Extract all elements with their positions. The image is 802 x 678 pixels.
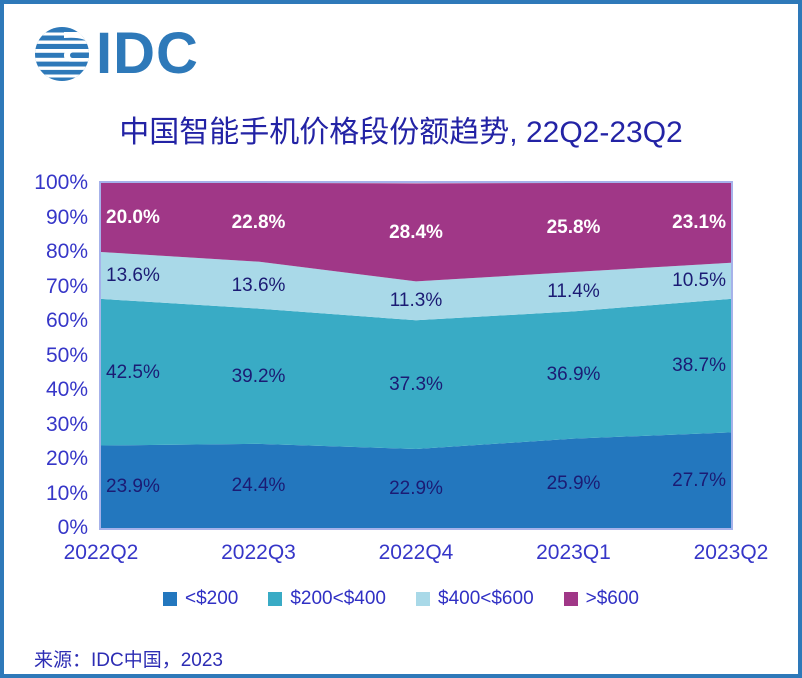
y-axis-tick: 100% [34,171,88,194]
data-label: 10.5% [672,270,726,292]
x-axis-tick: 2022Q3 [221,541,296,564]
legend-label: $400<$600 [438,588,534,609]
y-axis-tick: 90% [45,205,88,229]
data-label: 39.2% [231,365,286,387]
x-axis-tick: 2022Q2 [63,541,139,564]
idc-logo: IDC [34,21,199,86]
data-label: 25.8% [546,217,601,238]
data-label: 22.9% [389,477,443,499]
idc-logo-text: IDC [96,21,199,86]
data-label: 38.7% [672,355,726,377]
data-label: 37.3% [389,374,443,396]
legend-label: >$600 [585,588,640,609]
chart-legend: <$200 $200<$400 $400<$600 >$600 [4,588,798,610]
data-label: 25.9% [546,472,601,494]
area-band-2 [101,252,731,321]
data-label: 23.1% [672,212,726,234]
data-label: 20.0% [106,207,160,228]
data-label: 13.6% [106,264,160,286]
legend-swatch-icon [162,592,177,606]
y-axis-tick: 20% [45,447,88,470]
legend-item: $400<$600 [416,588,534,610]
data-label: 42.5% [106,361,160,383]
legend-label: <$200 [184,588,239,609]
y-axis-tick: 30% [45,412,88,436]
y-axis-tick: 60% [45,309,88,332]
x-axis-tick: 2023Q1 [536,541,611,564]
legend-swatch-icon [268,592,283,606]
data-label: 13.6% [231,274,286,296]
striped-globe-icon [35,27,89,81]
legend-item: $200<$400 [268,588,386,610]
data-label: 36.9% [546,364,601,386]
data-label: 23.9% [106,476,160,498]
area-band-0 [101,432,731,528]
y-axis-tick: 70% [45,274,88,298]
area-band-1 [101,298,731,449]
chart-title: 中国智能手机价格段份额趋势, 22Q2-23Q2 [119,116,683,149]
y-axis-tick: 40% [45,378,88,401]
legend-swatch-icon [563,592,578,606]
legend-item: <$200 [162,588,239,610]
source-note: 来源：IDC中国，2023 [34,650,223,671]
data-label: 11.4% [547,281,600,303]
data-label: 22.8% [231,211,286,233]
legend-swatch-icon [416,592,430,606]
data-label: 11.3% [389,290,443,312]
legend-label: $200<$400 [290,588,386,609]
data-label: 28.4% [389,221,443,243]
legend-item: >$600 [563,588,640,610]
y-axis-tick: 80% [45,240,88,263]
x-axis-tick: 2023Q2 [693,541,769,564]
y-axis-tick: 0% [57,516,88,539]
area-band-3 [101,183,731,282]
y-axis-tick: 50% [45,343,88,367]
stacked-area-plot [99,181,733,530]
x-axis-tick: 2022Q4 [378,541,454,564]
y-axis-tick: 10% [45,481,88,505]
data-label: 24.4% [231,475,286,497]
data-label: 27.7% [672,469,726,491]
